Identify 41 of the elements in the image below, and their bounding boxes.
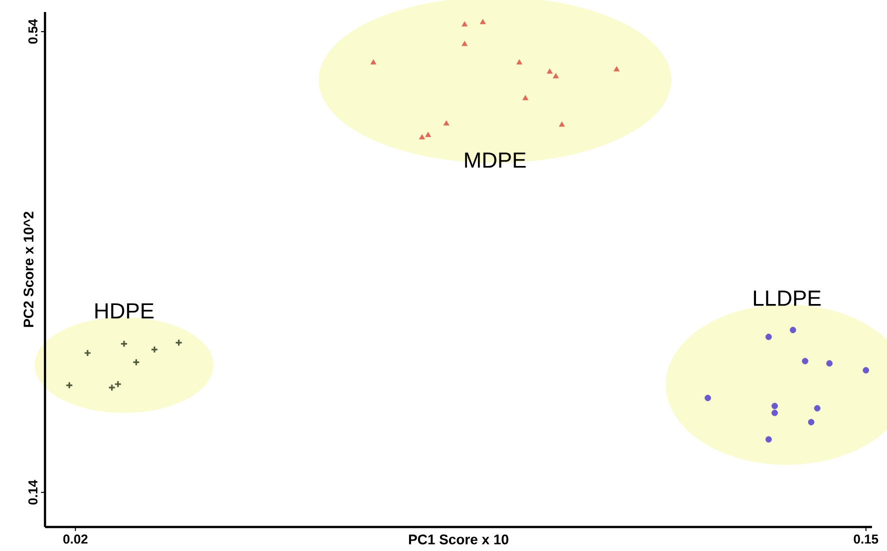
point — [66, 381, 74, 390]
x-tick-label: 0.02 — [63, 534, 88, 544]
point — [614, 66, 620, 72]
point — [802, 358, 808, 364]
point — [546, 68, 553, 74]
point — [425, 132, 432, 138]
point — [558, 121, 565, 127]
point — [772, 402, 778, 410]
point — [772, 410, 778, 416]
point — [370, 59, 376, 64]
point — [808, 418, 814, 426]
x-axis-title: PC1 Score x 10 — [409, 534, 508, 544]
series-label: LLDPE — [754, 290, 821, 306]
point — [522, 94, 528, 100]
y-tick-label: 0.54 — [28, 19, 38, 44]
x-tick-label: 0.15 — [854, 534, 878, 544]
point — [108, 384, 116, 392]
point — [150, 346, 158, 354]
point — [826, 360, 833, 367]
point — [704, 394, 712, 402]
point — [462, 40, 468, 46]
point — [419, 134, 425, 140]
point — [862, 367, 870, 374]
point — [462, 21, 468, 26]
point — [765, 436, 772, 443]
point — [814, 405, 820, 412]
point — [790, 326, 796, 334]
point — [480, 18, 486, 24]
series-label: HDPE — [95, 303, 154, 318]
point — [120, 340, 128, 348]
point — [765, 334, 772, 340]
point — [516, 59, 522, 64]
y-tick-label: 0.14 — [28, 480, 38, 505]
point — [552, 73, 559, 78]
y-axis-title: PC2 Score x 10^2 — [24, 212, 34, 327]
point — [114, 380, 122, 388]
point — [132, 358, 140, 366]
point — [84, 349, 92, 357]
point — [174, 338, 183, 346]
point — [443, 120, 450, 126]
series-label: MDPE — [465, 152, 526, 168]
